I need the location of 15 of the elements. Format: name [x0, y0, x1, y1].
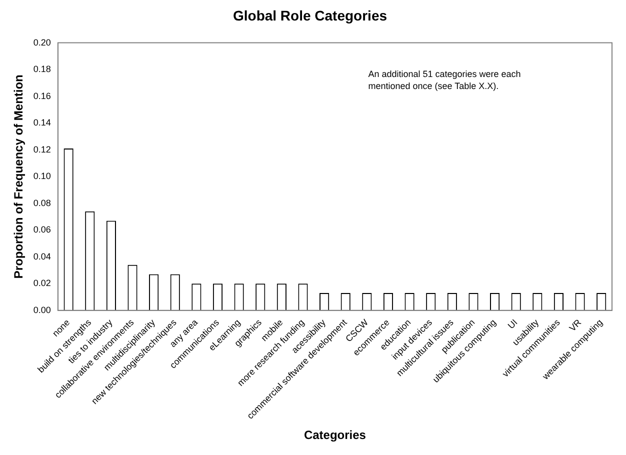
y-tick-label: 0.08 — [33, 198, 51, 208]
annotation: An additional 51 categories were each mentioned once (see Table X.X). — [368, 68, 521, 91]
y-tick-label: 0.02 — [33, 278, 51, 288]
y-tick-label: 0.00 — [33, 304, 51, 315]
y-tick-label: 0.06 — [33, 224, 51, 235]
y-tick-label: 0.14 — [33, 118, 51, 128]
y-tick-label: 0.12 — [33, 144, 51, 154]
y-tick-label: 0.20 — [33, 37, 51, 48]
x-axis-title: Categories — [304, 428, 366, 442]
chart-title: Global Role Categories — [232, 7, 388, 24]
y-axis-title: Proportion of Frequency of Mention — [12, 74, 26, 279]
y-tick-label: 0.16 — [33, 90, 51, 101]
y-tick-label: 0.18 — [33, 64, 51, 74]
y-tick-label: 0.10 — [33, 171, 51, 182]
y-tick-label: 0.04 — [33, 251, 51, 262]
